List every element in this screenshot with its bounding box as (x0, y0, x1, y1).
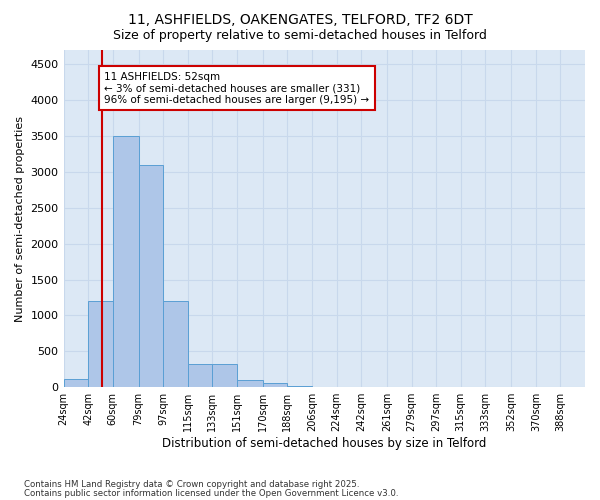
Text: 11 ASHFIELDS: 52sqm
← 3% of semi-detached houses are smaller (331)
96% of semi-d: 11 ASHFIELDS: 52sqm ← 3% of semi-detache… (104, 72, 370, 104)
Bar (188, 364, 212, 387)
Text: 11, ASHFIELDS, OAKENGATES, TELFORD, TF2 6DT: 11, ASHFIELDS, OAKENGATES, TELFORD, TF2 … (128, 12, 472, 26)
Bar (287, 386, 312, 387)
Bar (139, 165, 163, 387)
Bar (212, 364, 237, 387)
Y-axis label: Number of semi-detached properties: Number of semi-detached properties (15, 116, 25, 322)
Bar (88, 301, 113, 387)
Bar (263, 383, 287, 387)
Bar (113, 136, 139, 387)
Text: Size of property relative to semi-detached houses in Telford: Size of property relative to semi-detach… (113, 29, 487, 42)
Bar (237, 380, 263, 387)
Text: Contains HM Land Registry data © Crown copyright and database right 2025.: Contains HM Land Registry data © Crown c… (24, 480, 359, 489)
X-axis label: Distribution of semi-detached houses by size in Telford: Distribution of semi-detached houses by … (162, 437, 487, 450)
Bar (64, 380, 88, 387)
Text: Contains public sector information licensed under the Open Government Licence v3: Contains public sector information licen… (24, 488, 398, 498)
Bar (163, 301, 188, 387)
